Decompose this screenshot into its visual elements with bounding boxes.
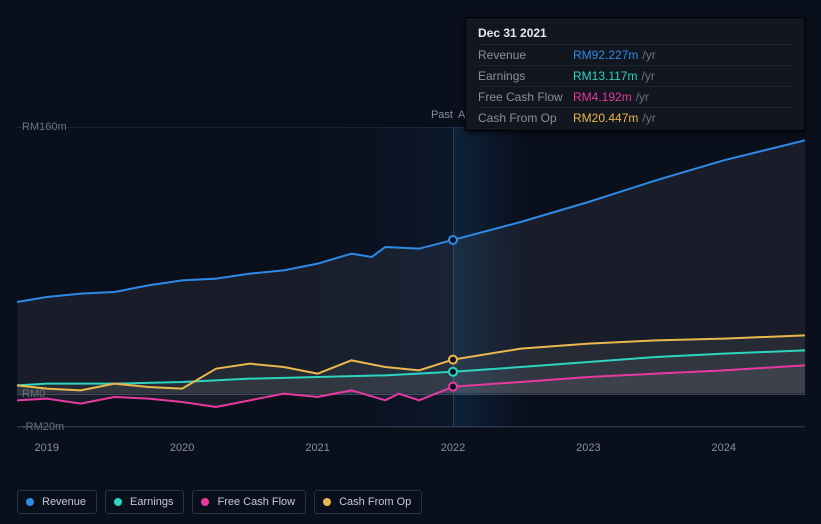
legend-label: Free Cash Flow [217,496,295,508]
financial-chart: PastAnalysts Forecasts RM160mRM0-RM20m 2… [17,17,805,447]
x-axis-label: 2022 [441,442,465,454]
section-label-past: Past [17,109,453,121]
tooltip-label: Free Cash Flow [478,90,573,104]
marker-fcf [449,383,457,391]
marker-revenue [449,236,457,244]
legend-item-cfo[interactable]: Cash From Op [314,490,422,514]
tooltip-unit: /yr [641,69,654,83]
tooltip-unit: /yr [642,48,655,62]
tooltip-row: Free Cash FlowRM4.192m/yr [478,86,792,107]
tooltip-value: RM13.117m [573,69,637,83]
y-axis-label: RM0 [22,388,45,400]
legend-label: Revenue [42,496,86,508]
legend-dot-icon [201,498,209,506]
tooltip-date: Dec 31 2021 [478,26,792,40]
hover-tooltip: Dec 31 2021 RevenueRM92.227m/yrEarningsR… [465,17,805,131]
x-axis-label: 2019 [35,442,59,454]
legend-item-fcf[interactable]: Free Cash Flow [192,490,306,514]
tooltip-row: Cash From OpRM20.447m/yr [478,107,792,128]
legend-label: Cash From Op [339,496,411,508]
chart-svg [17,127,805,427]
x-axis-label: 2020 [170,442,194,454]
marker-cfo [449,356,457,364]
y-axis-label: RM160m [22,121,67,133]
x-axis-label: 2023 [576,442,600,454]
x-axis-label: 2024 [712,442,736,454]
legend-dot-icon [323,498,331,506]
tooltip-row: EarningsRM13.117m/yr [478,65,792,86]
x-axis-label: 2021 [305,442,329,454]
legend-label: Earnings [130,496,173,508]
legend-item-earnings[interactable]: Earnings [105,490,184,514]
tooltip-label: Revenue [478,48,573,62]
plot-area: PastAnalysts Forecasts RM160mRM0-RM20m 2… [17,127,805,427]
tooltip-label: Cash From Op [478,111,573,125]
legend-dot-icon [26,498,34,506]
tooltip-value: RM20.447m [573,111,638,125]
tooltip-value: RM92.227m [573,48,638,62]
legend-item-revenue[interactable]: Revenue [17,490,97,514]
chart-legend: Revenue Earnings Free Cash Flow Cash From O… [17,490,422,514]
marker-earnings [449,368,457,376]
tooltip-row: RevenueRM92.227m/yr [478,44,792,65]
tooltip-value: RM4.192m [573,90,632,104]
gridline [17,427,805,428]
tooltip-unit: /yr [636,90,649,104]
tooltip-label: Earnings [478,69,573,83]
legend-dot-icon [114,498,122,506]
tooltip-unit: /yr [642,111,655,125]
y-axis-label: -RM20m [22,421,64,433]
